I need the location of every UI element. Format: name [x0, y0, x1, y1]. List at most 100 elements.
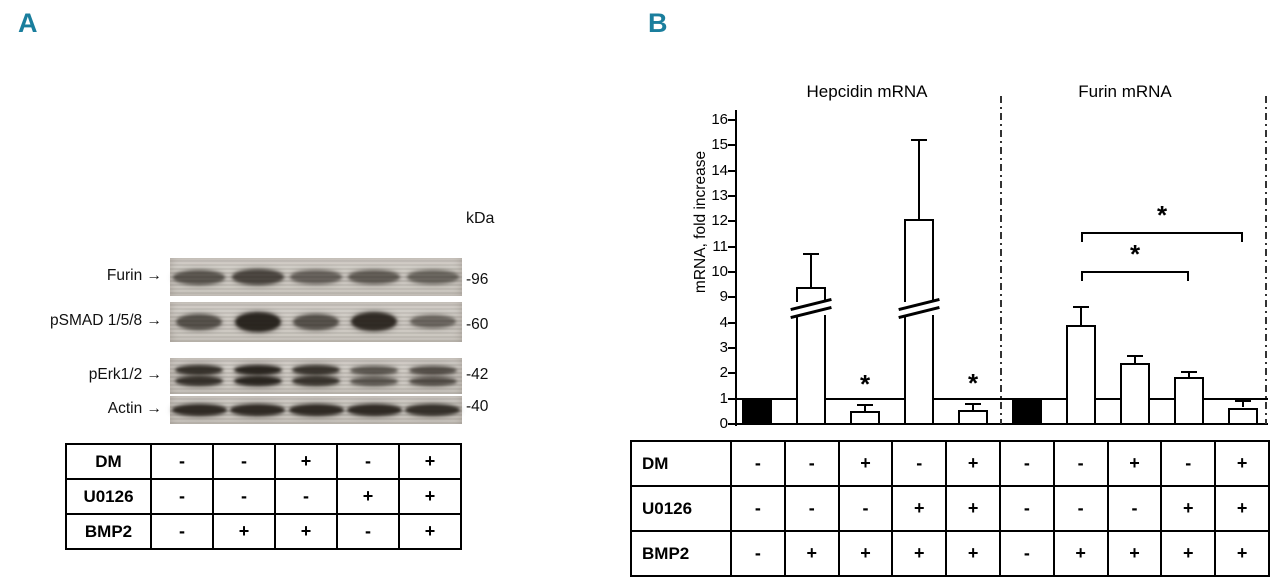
- blot-strip: [170, 302, 462, 342]
- condition-sign: -: [150, 478, 214, 515]
- protein-band: [405, 404, 460, 416]
- protein-band: [232, 269, 284, 285]
- condition-label: U0126: [65, 478, 152, 515]
- significance-star: *: [1129, 239, 1141, 269]
- condition-sign: +: [1214, 530, 1270, 577]
- protein-band: [230, 404, 285, 416]
- chart-bar: [1174, 377, 1204, 425]
- right-arrow-icon: →: [146, 400, 163, 417]
- protein-band: [175, 376, 223, 386]
- chart-bar: [1228, 408, 1258, 425]
- molecular-weight-label: -96: [466, 271, 489, 288]
- condition-sign: +: [891, 530, 948, 577]
- chart-bar: [904, 219, 934, 425]
- error-bar-line: [1188, 372, 1190, 377]
- group-divider-line: [1000, 96, 1002, 424]
- y-tick-label: 4: [719, 314, 728, 331]
- protein-band: [409, 366, 457, 375]
- y-tick: [728, 347, 735, 349]
- condition-sign: -: [998, 440, 1055, 487]
- condition-sign: +: [398, 443, 462, 480]
- blot-strip: [170, 396, 462, 424]
- condition-sign: -: [730, 530, 786, 577]
- condition-sign: -: [730, 440, 786, 487]
- condition-sign: -: [336, 513, 400, 550]
- panel-b-condition-table: DM - - + - + - - + - + U0126- - - + + - - - + + BMP2- + + + + - + + +…: [630, 440, 1270, 577]
- protein-band: [176, 314, 222, 330]
- chart-bar: [1012, 399, 1042, 425]
- condition-label: U0126: [630, 485, 732, 532]
- condition-label: BMP2: [65, 513, 152, 550]
- right-arrow-icon: →: [146, 312, 163, 329]
- error-bar-cap: [857, 404, 873, 406]
- condition-sign: +: [945, 530, 1001, 577]
- x-baseline: [735, 423, 1268, 425]
- chart-right-border-line: [1265, 96, 1267, 424]
- error-bar-cap: [1181, 371, 1197, 373]
- y-tick: [728, 271, 735, 273]
- protein-name: Furin: [106, 267, 147, 284]
- condition-sign: +: [945, 440, 1001, 487]
- y-tick-label: 0: [719, 415, 728, 432]
- protein-band: [347, 404, 402, 416]
- protein-band: [289, 404, 344, 416]
- condition-sign: +: [783, 530, 840, 577]
- protein-band: [172, 404, 227, 416]
- y-tick: [728, 195, 735, 197]
- significance-star: *: [859, 369, 871, 399]
- protein-name: pErk1/2: [88, 366, 147, 383]
- condition-sign: -: [891, 440, 948, 487]
- panel-a-label: A: [18, 8, 38, 38]
- error-bar-cap: [1073, 306, 1089, 308]
- error-bar-cap: [911, 139, 927, 141]
- y-tick: [728, 220, 735, 222]
- condition-sign: -: [783, 485, 840, 532]
- condition-sign: +: [1160, 485, 1217, 532]
- condition-sign: -: [1106, 485, 1163, 532]
- error-bar-line: [1242, 401, 1244, 407]
- condition-row-dm: DM - - + - +: [65, 443, 462, 480]
- protein-band: [409, 377, 457, 386]
- protein-band: [175, 365, 223, 375]
- condition-sign: -: [1160, 440, 1217, 487]
- y-axis-line: [735, 110, 737, 426]
- chart-bar: [958, 410, 988, 425]
- protein-band: [407, 270, 459, 284]
- y-tick-label: 1: [719, 390, 728, 407]
- condition-sign: +: [212, 513, 276, 550]
- significance-bracket: [1081, 232, 1243, 242]
- condition-row-u0126: U0126- - - + +: [65, 478, 462, 515]
- protein-band: [350, 366, 398, 375]
- condition-sign: +: [1052, 530, 1109, 577]
- significance-bracket: [1081, 271, 1189, 281]
- error-bar-line: [810, 254, 812, 287]
- significance-star: *: [1156, 200, 1168, 230]
- error-bar-line: [972, 404, 974, 410]
- y-tick-label: 16: [711, 111, 728, 128]
- error-bar-cap: [1235, 400, 1251, 402]
- hepcidin-group-title: Hepcidin mRNA: [806, 82, 928, 101]
- condition-sign: -: [212, 443, 276, 480]
- blot-row-label: Actin →: [20, 400, 162, 418]
- condition-row-u0126: U0126- - - + + - - - + +: [630, 485, 1270, 532]
- y-tick-label: 14: [711, 162, 728, 179]
- protein-band: [410, 315, 456, 328]
- y-tick: [728, 372, 735, 374]
- protein-band: [350, 377, 398, 386]
- y-tick: [728, 398, 735, 400]
- condition-sign: -: [837, 485, 894, 532]
- condition-sign: +: [1106, 440, 1163, 487]
- y-tick-label: 2: [719, 364, 728, 381]
- condition-sign: +: [891, 485, 948, 532]
- y-tick-label: 11: [712, 238, 728, 255]
- right-arrow-icon: →: [146, 267, 163, 284]
- condition-sign: +: [837, 440, 894, 487]
- error-bar-cap: [803, 253, 819, 255]
- molecular-weight-label: -60: [466, 316, 489, 333]
- condition-sign: +: [336, 478, 400, 515]
- y-tick-label: 10: [711, 263, 728, 280]
- blot-row-label: pErk1/2 →: [20, 366, 162, 384]
- condition-sign: +: [1214, 485, 1270, 532]
- significance-star: *: [967, 368, 979, 398]
- condition-label: DM: [65, 443, 152, 480]
